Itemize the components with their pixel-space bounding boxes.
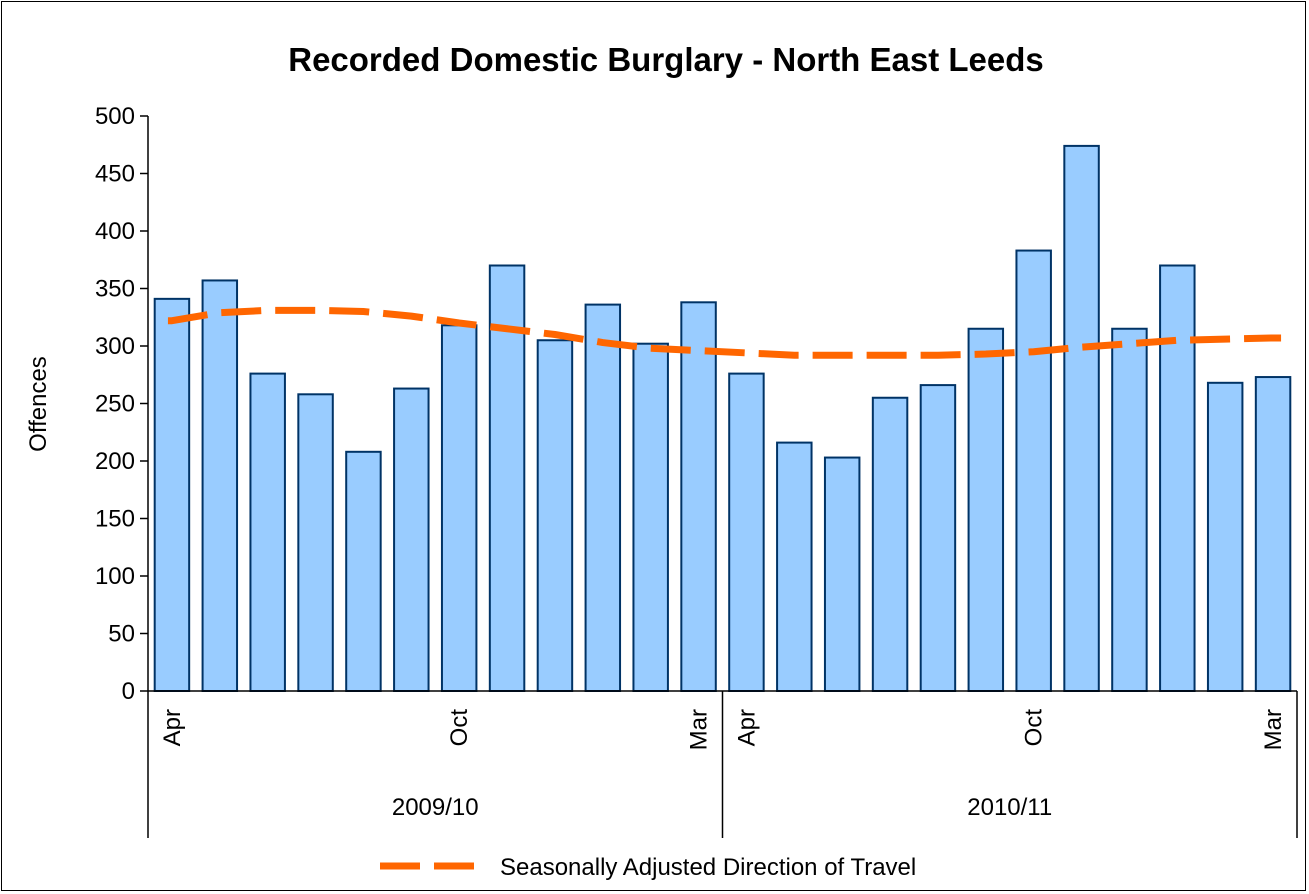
bar (1206, 381, 1244, 692)
x-tick-label: Mar (1260, 709, 1287, 750)
y-tick-label: 0 (122, 678, 135, 705)
bar (1254, 376, 1292, 692)
bar (393, 387, 430, 692)
x-tick-label: Apr (159, 709, 186, 746)
bar (728, 372, 765, 692)
bar (919, 384, 957, 692)
y-tick-label: 300 (95, 333, 135, 360)
trend-line-series (167, 306, 1282, 359)
bar (584, 303, 622, 692)
y-tick-label: 200 (95, 448, 135, 475)
bar (345, 450, 382, 692)
bar (201, 279, 239, 692)
y-tick-label: 450 (95, 161, 135, 188)
y-tick-label: 250 (95, 391, 135, 418)
y-axis: 0 50 100 150 200 250 300 350 400 450 500 (95, 103, 149, 705)
y-tick-label: 150 (95, 506, 135, 533)
chart-title: Recorded Domestic Burglary - North East … (288, 41, 1044, 78)
y-axis-label: Offences (25, 356, 52, 452)
bar (488, 264, 526, 692)
bar (297, 393, 334, 692)
bar (823, 456, 861, 692)
bar (967, 327, 1005, 692)
x-group-label: 2010/11 (967, 794, 1052, 821)
bar (1063, 144, 1100, 692)
bar (680, 301, 717, 692)
x-tick-label: Mar (686, 709, 713, 750)
y-tick-label: 350 (95, 276, 135, 303)
bar (153, 297, 191, 692)
bar (249, 372, 286, 692)
x-axis: Apr Oct Mar 2009/10 Apr Oct Mar 2010/11 (147, 690, 1298, 838)
bar (776, 441, 813, 692)
bar (1159, 264, 1196, 692)
trend-line (167, 306, 1282, 359)
y-tick-label: 100 (95, 563, 135, 590)
bar (1015, 249, 1052, 693)
x-tick-label: Oct (446, 709, 473, 747)
bar (536, 339, 574, 692)
bar (871, 396, 909, 692)
legend: Seasonally Adjusted Direction of Travel (380, 854, 916, 881)
legend-label: Seasonally Adjusted Direction of Travel (500, 854, 916, 881)
bar-series (153, 144, 1292, 693)
y-tick-label: 500 (95, 103, 135, 130)
x-group-label: 2009/10 (392, 794, 479, 821)
x-tick-label: Apr (733, 709, 760, 746)
x-tick-label: Oct (1021, 709, 1048, 747)
bar (632, 342, 669, 692)
y-tick-label: 400 (95, 218, 135, 245)
y-tick-label: 50 (108, 621, 135, 648)
bar (440, 324, 478, 692)
bar (1111, 327, 1148, 692)
